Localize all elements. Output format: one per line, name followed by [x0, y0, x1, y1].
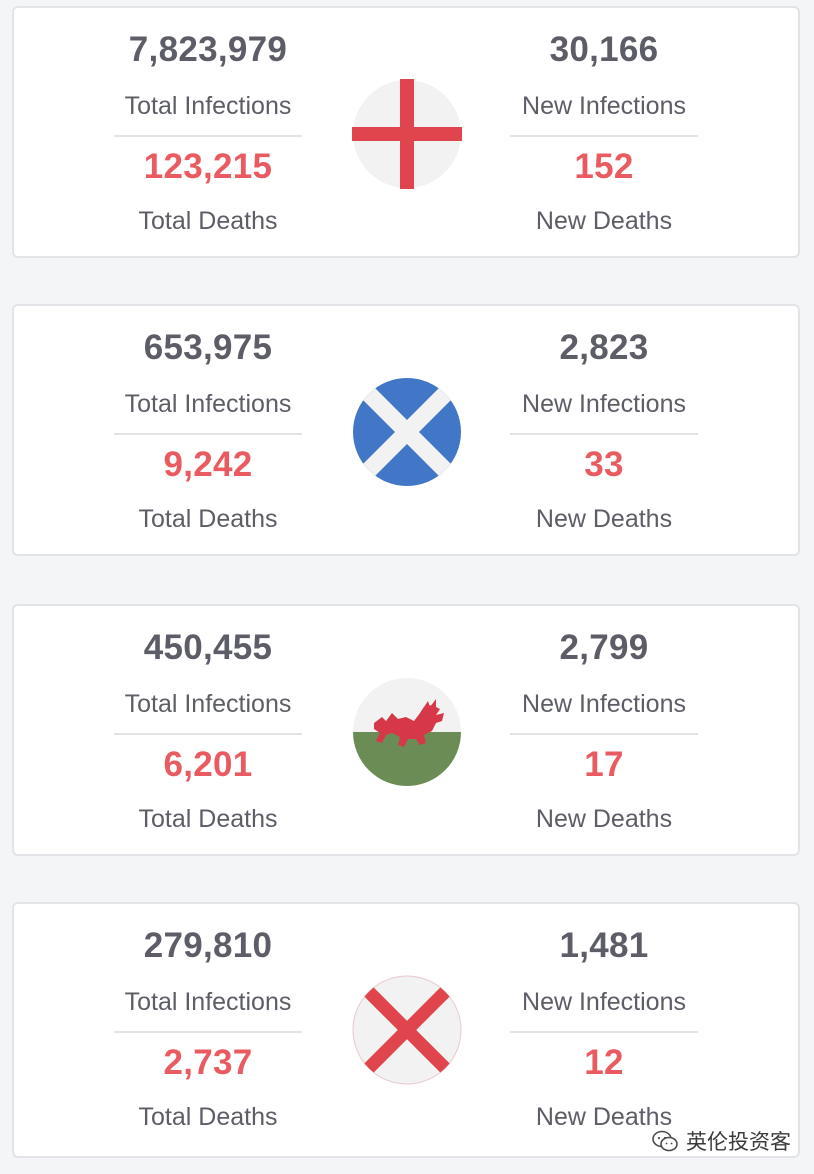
new-infections-label: New Infections — [522, 988, 686, 1016]
new-infections-value: 2,799 — [559, 628, 649, 667]
new-infections-label: New Infections — [522, 390, 686, 418]
new-infections-value: 2,823 — [559, 328, 649, 367]
new-deaths-value: 152 — [574, 147, 634, 186]
total-deaths-value: 6,201 — [163, 745, 253, 784]
total-infections-value: 7,823,979 — [128, 30, 288, 69]
divider — [510, 433, 698, 435]
new-deaths-label: New Deaths — [535, 207, 673, 235]
divider — [114, 135, 302, 137]
new-deaths-value: 17 — [584, 745, 624, 784]
total-deaths-label: Total Deaths — [138, 805, 278, 833]
total-deaths-value: 2,737 — [163, 1043, 253, 1082]
watermark-text: 英伦投资客 — [686, 1131, 791, 1154]
stats-card-northern-ireland: 279,810 Total Infections 2,737 Total Dea… — [12, 902, 800, 1158]
divider — [510, 733, 698, 735]
new-deaths-value: 12 — [584, 1043, 624, 1082]
scotland-flag-icon — [353, 378, 461, 486]
total-deaths-label: Total Deaths — [138, 1103, 278, 1131]
stats-card-scotland: 653,975 Total Infections 9,242 Total Dea… — [12, 304, 800, 556]
new-deaths-label: New Deaths — [535, 505, 673, 533]
divider — [114, 433, 302, 435]
divider — [510, 1031, 698, 1033]
stats-card-england: 7,823,979 Total Infections 123,215 Total… — [12, 6, 800, 258]
total-deaths-label: Total Deaths — [138, 505, 278, 533]
total-column: 450,455 Total Infections 6,201 Total Dea… — [114, 606, 302, 854]
total-deaths-value: 9,242 — [163, 445, 253, 484]
new-column: 1,481 New Infections 12 New Deaths — [510, 904, 698, 1156]
total-infections-label: Total Infections — [124, 92, 292, 120]
total-infections-label: Total Infections — [124, 690, 292, 718]
total-infections-value: 653,975 — [143, 328, 273, 367]
total-infections-label: Total Infections — [124, 390, 292, 418]
total-column: 279,810 Total Infections 2,737 Total Dea… — [114, 904, 302, 1156]
divider — [510, 135, 698, 137]
total-deaths-value: 123,215 — [143, 147, 273, 186]
divider — [114, 733, 302, 735]
wales-flag-icon — [353, 678, 461, 786]
england-flag-icon — [352, 79, 462, 189]
new-deaths-value: 33 — [584, 445, 624, 484]
new-column: 2,799 New Infections 17 New Deaths — [510, 606, 698, 854]
new-infections-value: 1,481 — [559, 926, 649, 965]
new-column: 2,823 New Infections 33 New Deaths — [510, 306, 698, 554]
total-deaths-label: Total Deaths — [138, 207, 278, 235]
new-infections-label: New Infections — [522, 92, 686, 120]
total-infections-value: 279,810 — [143, 926, 273, 965]
total-column: 7,823,979 Total Infections 123,215 Total… — [114, 8, 302, 256]
new-deaths-label: New Deaths — [535, 805, 673, 833]
total-infections-value: 450,455 — [143, 628, 273, 667]
northern-ireland-flag-icon — [352, 975, 462, 1085]
new-infections-label: New Infections — [522, 690, 686, 718]
new-column: 30,166 New Infections 152 New Deaths — [510, 8, 698, 256]
stats-card-wales: 450,455 Total Infections 6,201 Total Dea… — [12, 604, 800, 856]
new-deaths-label: New Deaths — [535, 1103, 673, 1131]
wechat-watermark: 英伦投资客 — [652, 1126, 791, 1156]
wechat-icon — [652, 1130, 678, 1152]
divider — [114, 1031, 302, 1033]
new-infections-value: 30,166 — [549, 30, 659, 69]
total-column: 653,975 Total Infections 9,242 Total Dea… — [114, 306, 302, 554]
total-infections-label: Total Infections — [124, 988, 292, 1016]
